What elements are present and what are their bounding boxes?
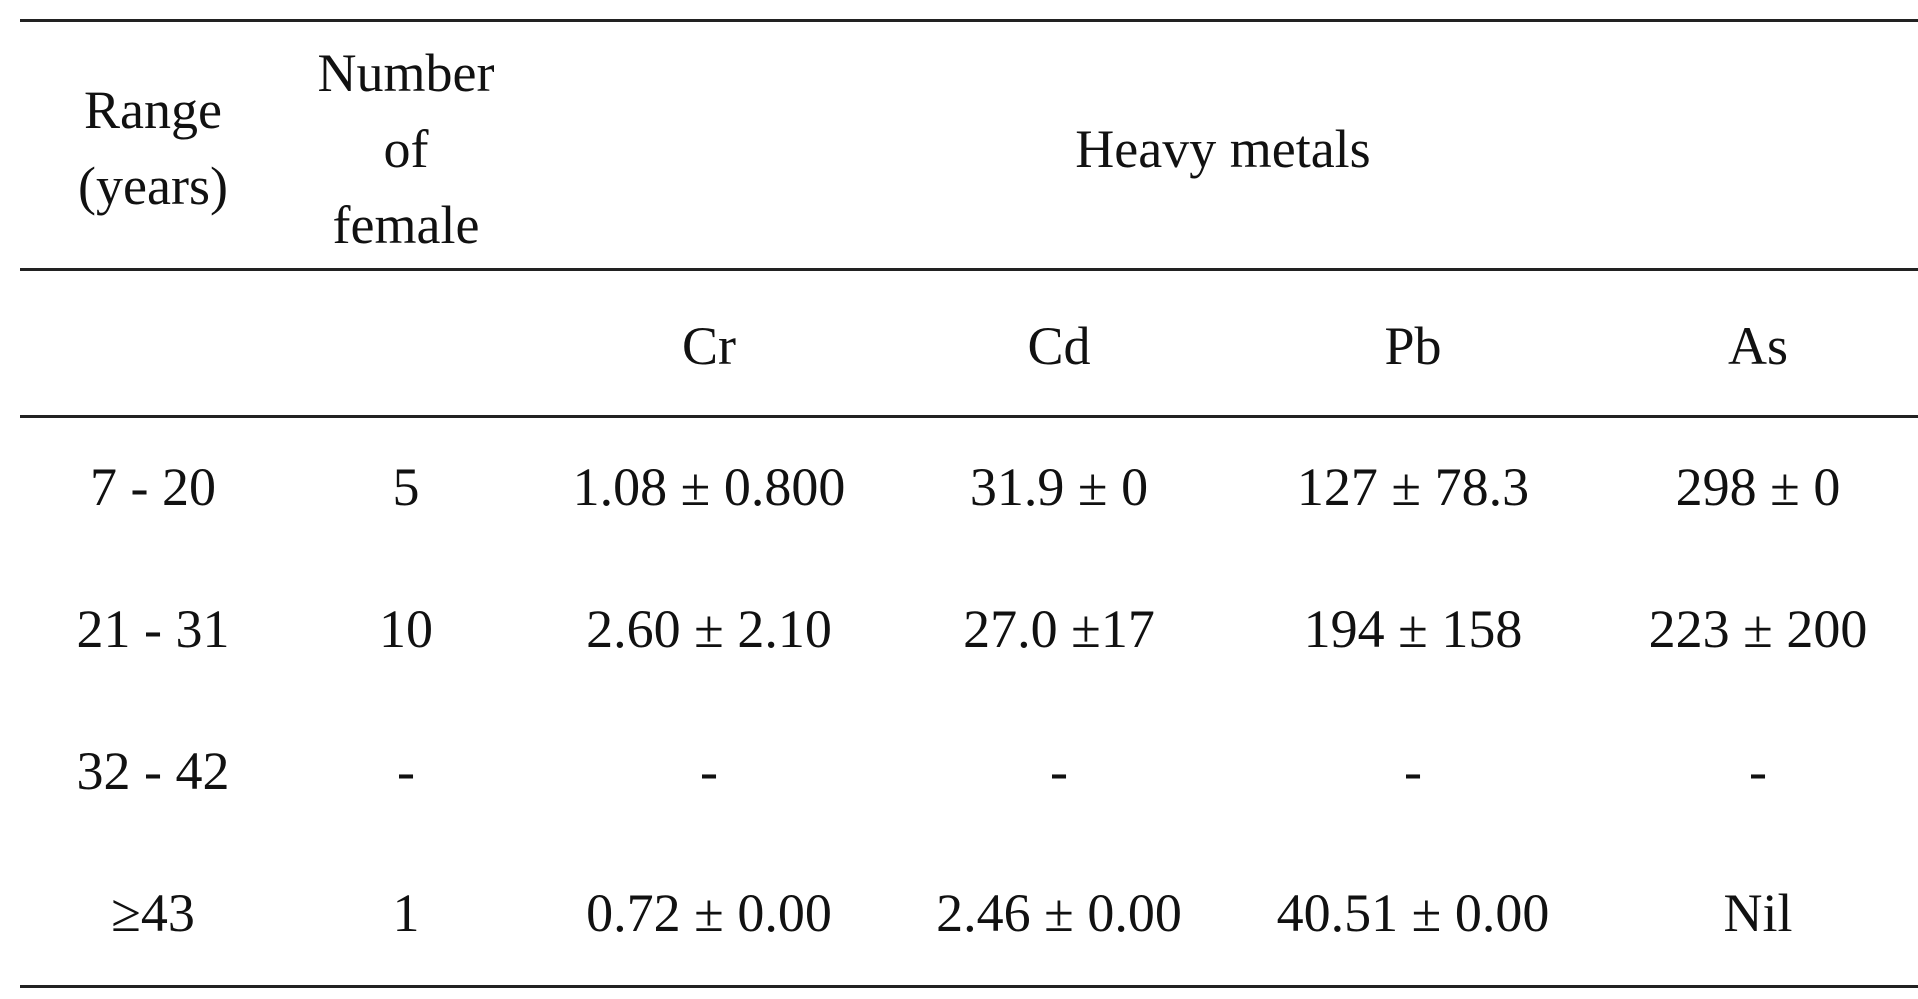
header-rule [20,268,1918,271]
table-cell: - [700,741,718,801]
table-cell: - [1749,741,1767,801]
table-cell: ≥43 [111,883,195,943]
table-cell: 2.46 ± 0.00 [936,883,1182,943]
table-cell: 223 ± 200 [1648,599,1868,659]
table-cell: 32 - 42 [76,741,230,801]
table-cell: 194 ± 158 [1303,599,1523,659]
table-cell: 127 ± 78.3 [1296,457,1530,517]
table-cell: 31.9 ± 0 [969,457,1149,517]
header-number: female [332,195,480,255]
table-cell: 7 - 20 [90,457,216,517]
table-cell: - [1050,741,1068,801]
subheader-cell: Pb [1384,316,1442,376]
table-cell: 27.0 ±17 [963,599,1155,659]
subheader-cell: As [1727,316,1789,376]
bottom-rule [20,985,1918,988]
table-cell: Nil [1723,883,1793,943]
table-cell: 0.72 ± 0.00 [586,883,832,943]
header-range: Range [84,80,222,140]
subheader-cell: Cd [1027,316,1091,376]
table-cell: 21 - 31 [76,599,230,659]
header-number: of [383,119,429,179]
table-cell: 10 [379,599,433,659]
table-cell: 40.51 ± 0.00 [1276,883,1550,943]
subheader-cell: Cr [682,316,736,376]
header-group: Heavy metals [1075,119,1371,179]
table-cell: - [397,741,415,801]
header-range: (years) [78,156,228,216]
table-cell: 1 [392,883,420,943]
header-number: Number [317,43,495,103]
top-rule [20,19,1918,22]
subheader-rule [20,415,1918,418]
table-cell: - [1404,741,1422,801]
table-cell: 5 [392,457,420,517]
table-cell: 298 ± 0 [1675,457,1841,517]
table-cell: 1.08 ± 0.800 [572,457,846,517]
table-cell: 2.60 ± 2.10 [586,599,832,659]
